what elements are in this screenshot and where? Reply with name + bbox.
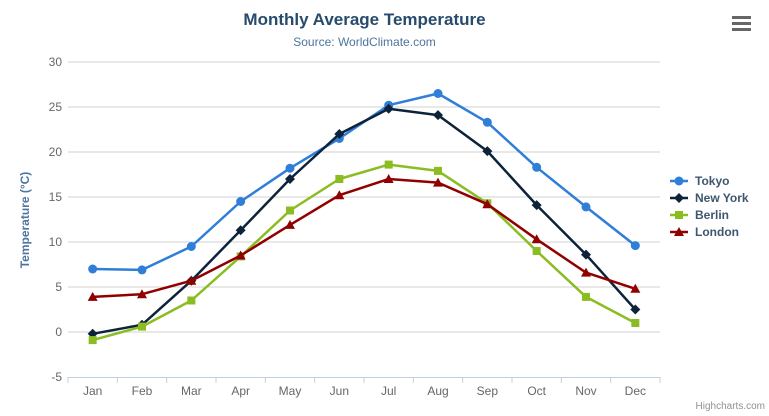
berlin-point-mar[interactable] bbox=[187, 296, 196, 305]
london-point-aug[interactable] bbox=[433, 177, 443, 187]
x-axis-label: Apr bbox=[231, 384, 250, 398]
x-axis-label: Aug bbox=[427, 384, 448, 398]
london-series-line bbox=[91, 177, 637, 299]
x-axis-label: Jun bbox=[330, 384, 349, 398]
credits-link[interactable]: Highcharts.com bbox=[695, 401, 765, 412]
tokyo-series-marker-icon bbox=[670, 176, 688, 186]
legend-item-berlin[interactable]: Berlin bbox=[670, 208, 749, 222]
london-point-apr[interactable] bbox=[235, 250, 246, 260]
new-york-point-oct[interactable] bbox=[531, 200, 542, 211]
new-york-point-apr[interactable] bbox=[235, 225, 246, 236]
berlin-point-jan[interactable] bbox=[88, 336, 97, 345]
legend-item-tokyo[interactable]: Tokyo bbox=[670, 174, 749, 188]
tokyo-point-aug[interactable] bbox=[433, 89, 443, 98]
new-york-point-aug[interactable] bbox=[433, 110, 443, 121]
london-point-sep[interactable] bbox=[482, 199, 493, 209]
legend-label: New York bbox=[695, 191, 749, 205]
legend: Tokyo New York Berlin London bbox=[670, 174, 749, 239]
tokyo-point-jan[interactable] bbox=[88, 264, 98, 274]
london-point-jan[interactable] bbox=[87, 291, 98, 301]
x-axis-label: Jan bbox=[83, 384, 102, 398]
legend-label: Tokyo bbox=[695, 174, 730, 188]
x-axis-label: Jul bbox=[381, 384, 396, 398]
london-point-oct[interactable] bbox=[531, 234, 542, 244]
legend-label: London bbox=[695, 225, 739, 239]
hamburger-icon bbox=[732, 16, 751, 19]
london-point-jun[interactable] bbox=[334, 190, 345, 200]
new-york-point-jun[interactable] bbox=[334, 129, 345, 139]
new-york-point-may[interactable] bbox=[285, 174, 295, 184]
tokyo-point-may[interactable] bbox=[285, 163, 295, 173]
berlin-point-jun[interactable] bbox=[335, 175, 344, 183]
x-axis-label: Nov bbox=[575, 384, 596, 398]
tokyo-point-mar[interactable] bbox=[186, 242, 196, 251]
y-axis-label: 25 bbox=[49, 100, 63, 114]
y-axis-label: 15 bbox=[49, 190, 63, 204]
y-axis-label: 30 bbox=[49, 55, 63, 69]
y-axis-label: 5 bbox=[55, 280, 62, 294]
tokyo-point-apr[interactable] bbox=[236, 197, 246, 206]
london-point-nov[interactable] bbox=[581, 267, 591, 277]
export-menu-button[interactable] bbox=[730, 14, 754, 33]
london-point-may[interactable] bbox=[285, 219, 295, 229]
legend-item-new-york[interactable]: New York bbox=[670, 191, 749, 205]
berlin-series-line bbox=[91, 163, 637, 342]
y-axis-label: 0 bbox=[55, 325, 62, 339]
y-axis-label: 20 bbox=[49, 145, 63, 159]
london-point-feb[interactable] bbox=[137, 289, 147, 299]
berlin-point-may[interactable] bbox=[286, 206, 294, 215]
tokyo-point-feb[interactable] bbox=[137, 265, 147, 275]
berlin-point-feb[interactable] bbox=[138, 322, 146, 331]
new-york-point-sep[interactable] bbox=[482, 146, 493, 157]
tokyo-point-sep[interactable] bbox=[482, 117, 492, 127]
x-axis-label: Sep bbox=[477, 384, 499, 398]
x-axis-label: Oct bbox=[527, 384, 546, 398]
new-york-point-dec[interactable] bbox=[630, 304, 641, 315]
chart-subtitle: Source: WorldClimate.com bbox=[293, 35, 436, 49]
berlin-point-oct[interactable] bbox=[532, 247, 541, 255]
y-axis-label: 10 bbox=[49, 235, 63, 249]
y-axis-label: -5 bbox=[51, 370, 62, 384]
berlin-point-aug[interactable] bbox=[434, 166, 442, 175]
x-axis-label: Feb bbox=[132, 384, 153, 398]
london-point-jul[interactable] bbox=[383, 174, 394, 183]
berlin-point-jul[interactable] bbox=[384, 160, 393, 169]
x-axis-label: May bbox=[279, 384, 302, 398]
tokyo-point-nov[interactable] bbox=[581, 202, 591, 212]
berlin-series-marker-icon bbox=[670, 211, 688, 219]
legend-label: Berlin bbox=[695, 208, 730, 222]
x-axis-label: Mar bbox=[181, 384, 202, 398]
berlin-point-nov[interactable] bbox=[582, 292, 590, 301]
london-point-dec[interactable] bbox=[630, 283, 641, 293]
tokyo-point-dec[interactable] bbox=[630, 241, 640, 251]
x-axis-label: Dec bbox=[625, 384, 646, 398]
london-series-marker-icon bbox=[670, 227, 688, 236]
tokyo-series-line bbox=[91, 92, 637, 272]
new-york-point-jul[interactable] bbox=[383, 103, 394, 114]
berlin-point-dec[interactable] bbox=[631, 319, 640, 327]
chart-title: Monthly Average Temperature bbox=[243, 10, 486, 29]
legend-item-london[interactable]: London bbox=[670, 225, 749, 239]
new-york-series-line bbox=[91, 107, 637, 336]
london-point-mar[interactable] bbox=[186, 275, 197, 285]
new-york-series-marker-icon bbox=[670, 193, 688, 203]
tokyo-point-oct[interactable] bbox=[532, 162, 542, 172]
new-york-point-nov[interactable] bbox=[581, 249, 591, 260]
